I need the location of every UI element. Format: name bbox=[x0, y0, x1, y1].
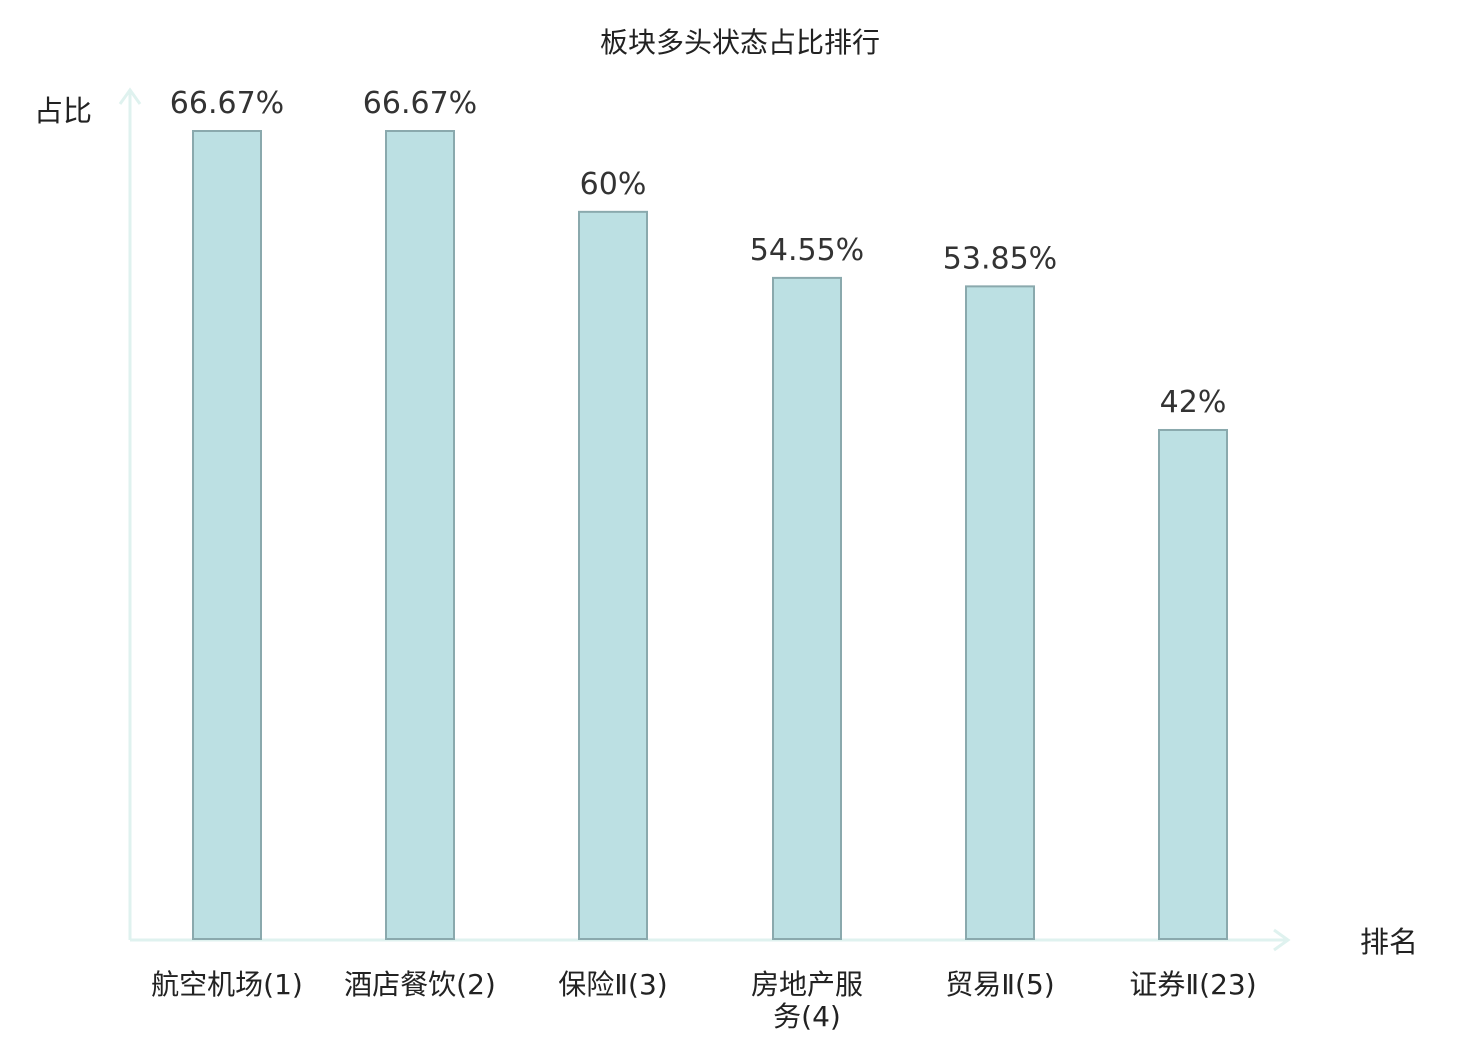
bar-value-label: 66.67% bbox=[170, 86, 284, 121]
bar bbox=[578, 210, 648, 940]
bar-value-label: 42% bbox=[1160, 385, 1227, 420]
bar-value-label: 66.67% bbox=[363, 86, 477, 121]
y-axis-arrow bbox=[118, 87, 142, 105]
bars bbox=[192, 130, 1228, 941]
bar-value-label: 53.85% bbox=[943, 241, 1057, 276]
value-labels: 66.67% 66.67% 60% 54.55% 53.85% 42% bbox=[170, 86, 1227, 420]
bar bbox=[385, 130, 455, 940]
category-label: 酒店餐饮(2) bbox=[344, 968, 496, 1001]
category-label: 房地产服务(4) bbox=[751, 968, 863, 1033]
category-label: 航空机场(1) bbox=[151, 968, 303, 1001]
category-label: 证券Ⅱ(23) bbox=[1129, 968, 1256, 1001]
y-axis-label: 占比 bbox=[34, 94, 92, 128]
bar bbox=[192, 130, 262, 940]
category-labels: 航空机场(1) 酒店餐饮(2) 保险Ⅱ(3) 房地产服务(4) 贸易Ⅱ(5) 证券Ⅱ(23… bbox=[151, 968, 1256, 1033]
category-label: 贸易Ⅱ(5) bbox=[945, 968, 1054, 1001]
bar bbox=[1158, 428, 1228, 940]
category-label: 保险Ⅱ(3) bbox=[558, 968, 667, 1001]
bar bbox=[772, 276, 842, 940]
bar-value-label: 60% bbox=[580, 167, 647, 202]
bar bbox=[965, 285, 1035, 941]
x-axis-arrow bbox=[1273, 928, 1291, 952]
bar-value-label: 54.55% bbox=[750, 233, 864, 268]
x-axis-label: 排名 bbox=[1360, 925, 1418, 959]
chart-title: 板块多头状态占比排行 bbox=[600, 26, 880, 59]
axes bbox=[118, 87, 1291, 952]
